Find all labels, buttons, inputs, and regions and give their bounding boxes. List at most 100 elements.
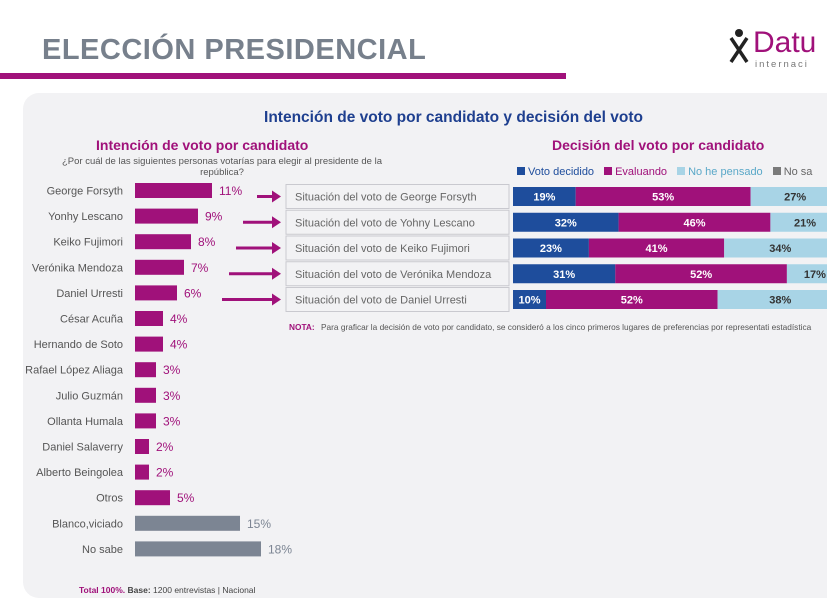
stacked-segment [750,187,827,206]
stacked-segment [513,187,576,206]
logo-subtext: internaci [755,59,809,70]
legend-item: Voto decidido [517,166,594,178]
note-text: Para graficar la decisión de voto por ca… [321,322,812,332]
value-label: 3% [163,389,181,403]
legend-label: No sa [783,166,813,178]
segment-label: 34% [769,243,791,255]
category-label: Verónika Mendoza [32,262,124,274]
value-label: 11% [219,184,242,198]
stacked-segment [513,212,619,232]
left-chart-title: Intención de voto por candidato [96,137,309,153]
stacked-segment [618,212,771,232]
category-label: Keiko Fujimori [53,237,123,249]
category-label: Ollanta Humala [47,416,124,428]
logo-figure-icon [729,29,749,63]
value-label: 7% [191,261,209,275]
stacked-segment [513,264,616,284]
stacked-segment [513,238,589,258]
category-label: Alberto Beingolea [36,467,124,479]
row-label: Situación del voto de George Forsyth [295,192,477,204]
row-label: Situación del voto de Daniel Urresti [295,295,467,307]
bar [135,362,156,378]
value-label: 4% [170,312,188,326]
segment-label: 27% [784,192,806,204]
stacked-segment [513,290,546,309]
value-label: 2% [156,440,174,454]
segment-label: 19% [533,192,555,204]
value-label: 3% [163,414,181,428]
right-chart-title: Decisión del voto por candidato [552,137,765,153]
arrow-head-icon [272,293,281,306]
bar [135,439,149,454]
category-label: Hernando de Soto [34,339,123,351]
value-label: 3% [163,363,181,377]
stacked-segment [724,238,827,258]
footer-base-label: Base: [127,585,151,595]
note-label: NOTA: [289,322,315,332]
stacked-segment [717,290,827,309]
bar [135,183,212,198]
category-label: George Forsyth [47,186,123,198]
stacked-segment [615,264,787,284]
legend-item: No sa [772,166,813,178]
bar [135,464,149,480]
bar [135,259,184,275]
row-box [285,287,510,312]
category-label: Rafael López Aliaga [25,365,124,377]
bar [135,285,177,301]
category-label: Blanco,viciado [52,518,123,530]
row-box [285,184,510,209]
note: NOTA: Para graficar la decisión de voto … [289,322,827,333]
stacked-segment [546,290,718,309]
arrow-head-icon [272,190,281,203]
segment-label: 41% [646,243,668,255]
bar [135,387,156,403]
segment-label: 17% [804,269,826,281]
segment-label: 21% [794,217,816,229]
segment-label: 52% [621,295,643,307]
category-label: Daniel Urresti [56,288,123,300]
value-label: 8% [198,235,216,249]
category-label: Daniel Salaverry [42,442,123,454]
legend-swatch [604,167,613,175]
legend-label: Voto decidido [528,166,595,178]
value-label: 6% [184,286,202,300]
category-label: Yonhy Lescano [48,211,123,223]
footer-total: Total 100%. [79,585,126,595]
stacked-segment [588,238,725,258]
bar [135,541,261,557]
row-label: Situación del voto de Verónika Mendoza [295,269,492,281]
bar [135,311,163,326]
bar [135,490,170,506]
row-box [285,209,510,235]
segment-label: 23% [540,243,562,255]
value-label: 2% [156,466,174,480]
logo-text: Datu [753,26,817,59]
legend-swatch [677,167,686,175]
footer-base-text: 1200 entrevistas | Nacional [153,585,256,595]
company-logo: Datu internaci [728,26,827,74]
legend-swatch [772,167,781,175]
arrow-head-icon [272,216,281,229]
header-divider [0,73,566,79]
survey-question: ¿Por cuál de las siguientes personas vot… [61,156,383,178]
segment-label: 46% [683,217,705,229]
legend-item: Evaluando [604,166,667,178]
stacked-segment [770,212,827,232]
category-label: Julio Guzmán [56,390,123,402]
bar [135,208,198,224]
bar [135,413,156,429]
segment-label: 53% [652,192,674,204]
segment-label: 31% [553,269,575,281]
page-title: ELECCIÓN PRESIDENCIAL [42,34,427,66]
legend-label: Evaluando [615,166,668,178]
row-box [285,261,510,287]
value-label: 4% [170,338,188,352]
value-label: 9% [205,210,223,224]
segment-label: 52% [690,269,712,281]
arrow-head-icon [272,267,281,280]
bar [135,336,163,352]
segment-label: 10% [518,295,540,307]
value-label: 5% [177,491,195,505]
